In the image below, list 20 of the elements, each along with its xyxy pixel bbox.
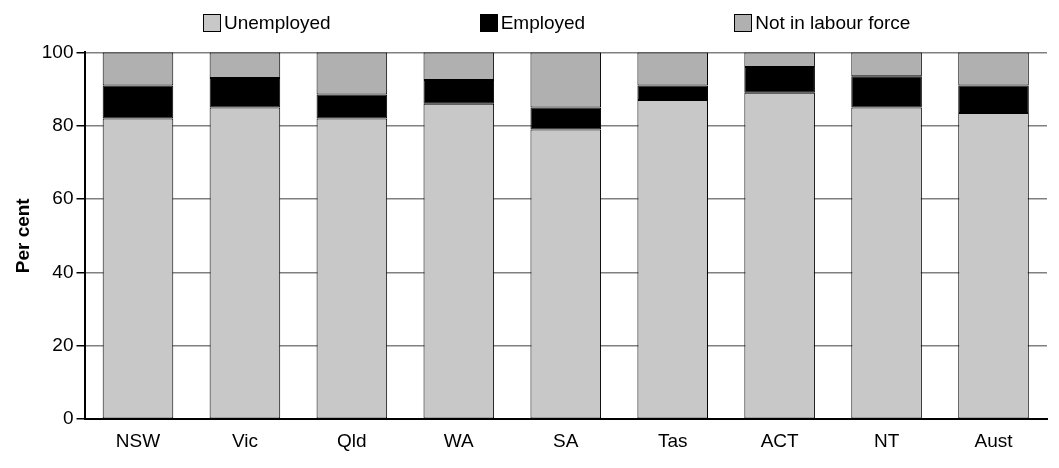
y-tick-label: 40 [52,260,74,282]
bar [851,76,922,108]
x-tick-label: SA [553,429,579,451]
x-tick-label: Qld [337,429,367,451]
y-axis-title: Per cent [11,197,33,274]
legend-label: Unemployed [224,12,331,34]
legend-label: Not in labour force [755,12,911,34]
x-tick-label: Vic [231,429,258,451]
x-tick-label: WA [443,429,475,451]
x-tick-label: NT [873,429,900,451]
x-tick-label: NSW [115,429,161,451]
y-tick-label: 80 [52,113,74,135]
x-tick-label: ACT [760,429,800,451]
y-tick-label: 0 [62,407,74,429]
y-tick-label: 20 [52,334,74,356]
y-tick-label: 100 [41,40,74,62]
legend-label: Employed [500,12,586,34]
x-tick-label: Aust [974,429,1014,451]
y-tick-label: 60 [52,187,74,209]
x-tick-label: Tas [657,429,688,451]
